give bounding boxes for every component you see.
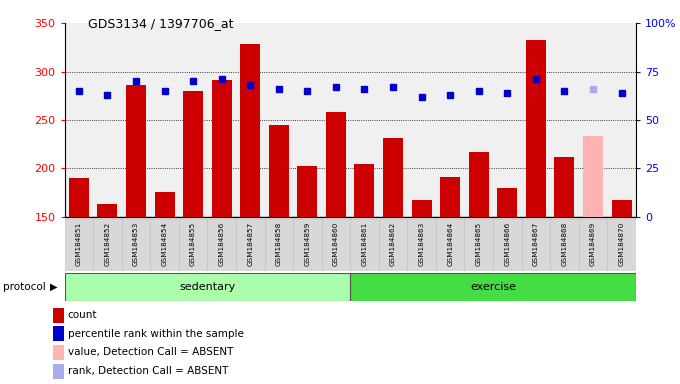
Bar [407,219,436,271]
Bar [436,219,464,271]
Bar [293,219,322,271]
Text: GSM184857: GSM184857 [248,222,253,266]
Bar [126,85,146,217]
Text: GSM184861: GSM184861 [362,222,367,266]
Text: GSM184870: GSM184870 [619,222,624,266]
Bar [554,157,575,217]
Text: GSM184851: GSM184851 [76,222,82,266]
Bar [297,166,318,217]
Bar [469,152,489,217]
Text: GSM184866: GSM184866 [505,222,510,266]
Bar [183,91,203,217]
Bar [236,219,265,271]
Text: GSM184858: GSM184858 [276,222,282,266]
Bar [354,164,375,217]
Bar [550,219,579,271]
Text: GSM184860: GSM184860 [333,222,339,266]
Text: GSM184855: GSM184855 [190,222,196,266]
Bar [440,177,460,217]
Bar [411,200,432,217]
Bar [350,219,379,271]
Bar [97,204,118,217]
Text: GSM184852: GSM184852 [105,222,110,266]
Text: GSM184867: GSM184867 [533,222,539,266]
Text: GSM184869: GSM184869 [590,222,596,266]
Text: GSM184863: GSM184863 [419,222,424,266]
Bar [265,219,293,271]
Bar [122,219,150,271]
Bar [379,219,407,271]
Bar [464,219,493,271]
Bar [65,219,93,271]
Text: ▶: ▶ [50,282,57,292]
Text: percentile rank within the sample: percentile rank within the sample [67,329,243,339]
Text: protocol: protocol [3,282,46,292]
Bar [383,138,403,217]
Bar [607,219,636,271]
Text: count: count [67,310,97,320]
Bar [497,188,517,217]
Text: sedentary: sedentary [180,282,235,292]
Bar [69,178,89,217]
Bar [53,345,64,360]
Bar [526,40,546,217]
Bar [583,136,603,217]
Bar [211,80,232,217]
Bar [269,125,289,217]
Text: GSM184856: GSM184856 [219,222,224,266]
Bar [150,219,179,271]
Bar [522,219,550,271]
Bar [53,326,64,341]
Bar [493,219,522,271]
Bar [53,308,64,323]
Text: GSM184865: GSM184865 [476,222,481,266]
Bar [579,219,607,271]
Bar [93,219,122,271]
Bar [240,45,260,217]
Text: GSM184862: GSM184862 [390,222,396,266]
Bar [154,192,175,217]
Text: GDS3134 / 1397706_at: GDS3134 / 1397706_at [88,17,234,30]
Bar [65,273,350,301]
Bar [207,219,236,271]
Text: GSM184854: GSM184854 [162,222,167,266]
Bar [322,219,350,271]
Text: rank, Detection Call = ABSENT: rank, Detection Call = ABSENT [67,366,228,376]
Text: GSM184859: GSM184859 [305,222,310,266]
Text: value, Detection Call = ABSENT: value, Detection Call = ABSENT [67,348,233,358]
Text: GSM184868: GSM184868 [562,222,567,266]
Bar [326,112,346,217]
Text: GSM184853: GSM184853 [133,222,139,266]
Bar [350,273,636,301]
Bar [611,200,632,217]
Text: exercise: exercise [470,282,516,292]
Bar [179,219,207,271]
Bar [53,364,64,379]
Text: GSM184864: GSM184864 [447,222,453,266]
